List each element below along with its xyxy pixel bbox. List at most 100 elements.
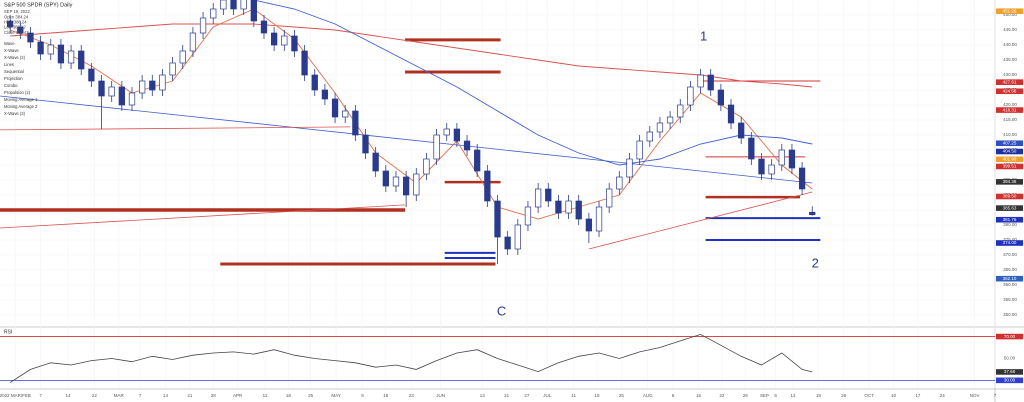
- candle-body: [199, 17, 207, 34]
- candle-body: [514, 224, 521, 250]
- trendline: [0, 204, 406, 229]
- candle-body: [555, 200, 562, 214]
- y-tick-label: 440.00: [1003, 42, 1017, 47]
- price-tag: [996, 140, 1023, 147]
- y-tick-label: 415.00: [1003, 117, 1017, 122]
- x-tick-label: 16: [383, 393, 389, 398]
- indicator-name: X-Wave: [4, 48, 19, 53]
- candle-body: [778, 149, 785, 166]
- indicator-name: Combo: [4, 83, 18, 88]
- x-tick-label: OCT: [864, 393, 874, 398]
- candle-body: [636, 140, 643, 160]
- candle-body: [281, 35, 288, 46]
- candle-body: [250, 0, 257, 22]
- x-tick-label: 18: [594, 393, 600, 398]
- rsi-title: RSI: [4, 329, 12, 335]
- x-tick-label: 25: [308, 393, 314, 398]
- indicator-name: Projection: [4, 76, 23, 81]
- candle-body: [616, 176, 623, 190]
- candle-body: [666, 116, 674, 124]
- candle-body: [565, 200, 572, 214]
- price-tag: [996, 156, 1023, 163]
- x-tick-label: 22: [719, 393, 725, 398]
- x-tick-label: 29: [743, 393, 749, 398]
- y-tick-label: 445.00: [1003, 27, 1017, 32]
- x-tick-label: 26: [841, 393, 847, 398]
- price-tag: [996, 79, 1023, 85]
- moving-average: [10, 23, 813, 88]
- candle-body: [748, 137, 755, 160]
- candle-body: [331, 98, 339, 118]
- candle-body: [575, 200, 582, 220]
- candle-body: [494, 200, 501, 238]
- price-tag: [996, 148, 1023, 155]
- candle-body: [453, 128, 461, 142]
- candle-body: [149, 80, 156, 91]
- price-tag: [996, 240, 1023, 246]
- candle-body: [7, 20, 14, 28]
- x-tick-label: 7: [39, 393, 42, 398]
- candle-body: [230, 0, 237, 10]
- candle-body: [534, 188, 542, 208]
- candle-body: [37, 41, 44, 55]
- candle-body: [240, 0, 247, 10]
- price-tag: [996, 179, 1023, 185]
- rsi-tag: [996, 377, 1023, 384]
- price-tag-label: 424.58: [1003, 88, 1017, 93]
- price-tag: [996, 163, 1023, 170]
- rsi-tag-label: 37.68: [1004, 369, 1016, 374]
- candle-body: [717, 89, 725, 106]
- wave-label: C: [497, 303, 506, 318]
- candle-body: [260, 20, 268, 34]
- indicator-name: X-Wave (3): [4, 111, 26, 116]
- candle-body: [321, 89, 329, 100]
- candle-body: [413, 173, 420, 196]
- x-tick-label: 27: [524, 393, 530, 398]
- candle-body: [484, 170, 491, 202]
- x-tick-label: 6: [774, 393, 777, 398]
- x-tick-label: 25: [619, 393, 625, 398]
- candle-body: [47, 44, 54, 55]
- moving-average: [253, 0, 813, 166]
- candle-body: [768, 164, 775, 175]
- candle-body: [139, 80, 146, 94]
- candle-body: [402, 176, 410, 196]
- candle-body: [220, 0, 227, 10]
- candle-body: [677, 104, 684, 118]
- candle-body: [372, 152, 379, 172]
- candle-body: [179, 50, 186, 64]
- candle-body: [545, 188, 552, 202]
- candle-body: [809, 211, 816, 216]
- price-tag-label: 385.63: [1003, 205, 1017, 210]
- price-tag: [996, 88, 1023, 95]
- indicator-name: X-Wave (2): [4, 55, 26, 60]
- candle-body: [27, 32, 34, 43]
- price-tag-label: 362.10: [1003, 276, 1017, 281]
- indicator-name: Propulsion (2): [4, 90, 31, 95]
- tooltip-line: Open 384.24: [4, 14, 29, 19]
- x-tick-label: 12: [790, 393, 796, 398]
- rsi-tag: [996, 355, 1023, 362]
- y-tick-label: 365.00: [1003, 267, 1017, 272]
- tooltip-line: Low 383.12: [4, 25, 26, 30]
- x-tick-label: 28: [211, 393, 217, 398]
- x-tick-label: 7: [139, 393, 142, 398]
- tooltip-line: SEP 19, 2022: [4, 9, 30, 14]
- x-tick-label: 11: [571, 393, 576, 398]
- candle-body: [524, 206, 532, 226]
- candle-body: [707, 74, 714, 91]
- x-tick-label: 7: [994, 393, 997, 398]
- candle-body: [17, 26, 24, 34]
- candle-body: [656, 122, 664, 133]
- price-tag: [996, 8, 1023, 15]
- candle-body: [301, 50, 308, 76]
- candle-body: [362, 134, 369, 154]
- y-tick-label: 435.00: [1003, 57, 1017, 62]
- x-tick-label: AUG: [643, 393, 653, 398]
- candle-body: [67, 50, 75, 64]
- x-tick-label: 21: [504, 393, 510, 398]
- candle-body: [646, 131, 653, 142]
- candle-body: [626, 158, 633, 178]
- indicator-name: Moving Average 1: [4, 97, 38, 102]
- candle-body: [606, 188, 613, 208]
